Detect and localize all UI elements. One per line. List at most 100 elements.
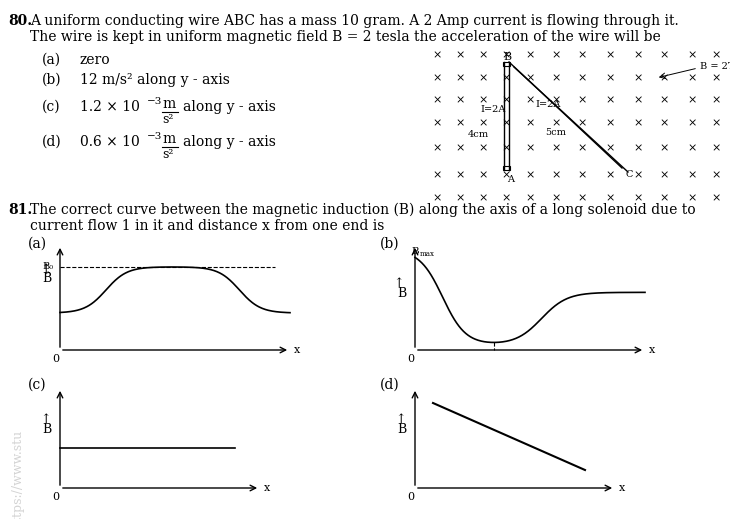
Text: ×: ×	[526, 95, 534, 105]
Text: x: x	[649, 345, 656, 355]
Text: ×: ×	[605, 50, 615, 60]
Text: ×: ×	[688, 118, 696, 128]
Text: zero: zero	[80, 53, 111, 67]
Text: ↑: ↑	[393, 277, 404, 290]
Text: ×: ×	[526, 193, 534, 203]
Text: ×: ×	[711, 193, 721, 203]
Text: ×: ×	[688, 143, 696, 153]
Text: I=2A: I=2A	[480, 105, 505, 114]
Text: ×: ×	[605, 95, 615, 105]
Text: x: x	[619, 483, 626, 493]
Text: ×: ×	[634, 95, 642, 105]
Text: 0: 0	[407, 492, 414, 502]
Text: ×: ×	[711, 170, 721, 180]
Text: ↑: ↑	[40, 263, 50, 276]
Text: −3: −3	[147, 132, 162, 141]
Text: (d): (d)	[380, 378, 400, 392]
Text: ×: ×	[659, 73, 669, 83]
Text: ×: ×	[688, 73, 696, 83]
Text: ×: ×	[432, 95, 442, 105]
Text: ×: ×	[551, 143, 561, 153]
Text: ×: ×	[432, 73, 442, 83]
Text: ×: ×	[659, 193, 669, 203]
Text: I=2A: I=2A	[535, 100, 561, 109]
Text: ×: ×	[634, 73, 642, 83]
Text: ×: ×	[688, 170, 696, 180]
Text: A: A	[507, 175, 514, 184]
Text: ×: ×	[659, 170, 669, 180]
Text: ×: ×	[456, 193, 465, 203]
Text: ×: ×	[526, 50, 534, 60]
Text: x: x	[294, 345, 300, 355]
Text: ×: ×	[605, 73, 615, 83]
Text: ×: ×	[711, 73, 721, 83]
Text: ×: ×	[432, 50, 442, 60]
Text: ×: ×	[711, 50, 721, 60]
Text: B̂: B̂	[42, 272, 51, 285]
Text: (a): (a)	[28, 237, 47, 251]
Text: https://www.stu: https://www.stu	[12, 430, 25, 519]
Text: ×: ×	[577, 118, 587, 128]
Text: (a): (a)	[42, 53, 61, 67]
Text: ×: ×	[688, 193, 696, 203]
Text: ×: ×	[478, 193, 488, 203]
Text: 0: 0	[52, 354, 59, 364]
Text: ↑: ↑	[395, 413, 405, 426]
Text: ×: ×	[659, 143, 669, 153]
Text: ×: ×	[502, 95, 511, 105]
Text: m: m	[162, 132, 175, 146]
Text: 1.2 × 10: 1.2 × 10	[80, 100, 140, 114]
Text: s²: s²	[162, 113, 174, 126]
Text: along y - axis: along y - axis	[183, 100, 276, 114]
Text: (d): (d)	[42, 135, 62, 149]
Text: ×: ×	[432, 193, 442, 203]
Text: (b): (b)	[42, 73, 61, 87]
Text: ↑: ↑	[40, 413, 50, 426]
Text: ×: ×	[478, 73, 488, 83]
Text: ×: ×	[659, 118, 669, 128]
Bar	[503, 62, 510, 66]
Text: ×: ×	[456, 143, 465, 153]
Text: ×: ×	[577, 95, 587, 105]
Text: ×: ×	[711, 143, 721, 153]
Text: C: C	[625, 170, 632, 179]
Text: ×: ×	[478, 143, 488, 153]
Text: 4cm: 4cm	[468, 130, 489, 139]
Text: ×: ×	[551, 170, 561, 180]
Text: ×: ×	[432, 170, 442, 180]
Text: ×: ×	[456, 95, 465, 105]
Text: ×: ×	[577, 170, 587, 180]
Text: ×: ×	[551, 118, 561, 128]
Text: ×: ×	[478, 118, 488, 128]
Text: 12 m/s² along y - axis: 12 m/s² along y - axis	[80, 73, 230, 87]
Text: (c): (c)	[42, 100, 61, 114]
Text: ×: ×	[456, 50, 465, 60]
Text: ×: ×	[526, 118, 534, 128]
Text: ×: ×	[577, 143, 587, 153]
Text: ×: ×	[659, 50, 669, 60]
Text: 0: 0	[52, 492, 59, 502]
Text: ×: ×	[688, 95, 696, 105]
Text: ×: ×	[605, 170, 615, 180]
Text: ×: ×	[634, 170, 642, 180]
Text: (c): (c)	[28, 378, 47, 392]
Text: A uniform conducting wire ABC has a mass 10 gram. A 2 Amp current is flowing thr: A uniform conducting wire ABC has a mass…	[30, 14, 679, 28]
Text: B: B	[411, 247, 418, 256]
Text: ×: ×	[634, 50, 642, 60]
Text: ×: ×	[432, 143, 442, 153]
Text: ×: ×	[456, 73, 465, 83]
Text: B = 2T: B = 2T	[700, 62, 730, 71]
Text: ×: ×	[711, 118, 721, 128]
Text: 80.: 80.	[8, 14, 32, 28]
Text: ×: ×	[551, 95, 561, 105]
Text: m: m	[162, 97, 175, 111]
Text: ×: ×	[551, 50, 561, 60]
Text: ×: ×	[502, 50, 511, 60]
Text: ×: ×	[551, 73, 561, 83]
Text: ×: ×	[432, 118, 442, 128]
Text: ×: ×	[605, 143, 615, 153]
Text: ×: ×	[502, 118, 511, 128]
Text: current flow 1 in it and distance x from one end is: current flow 1 in it and distance x from…	[30, 219, 385, 233]
Text: −3: −3	[147, 97, 162, 106]
Text: along y - axis: along y - axis	[183, 135, 276, 149]
